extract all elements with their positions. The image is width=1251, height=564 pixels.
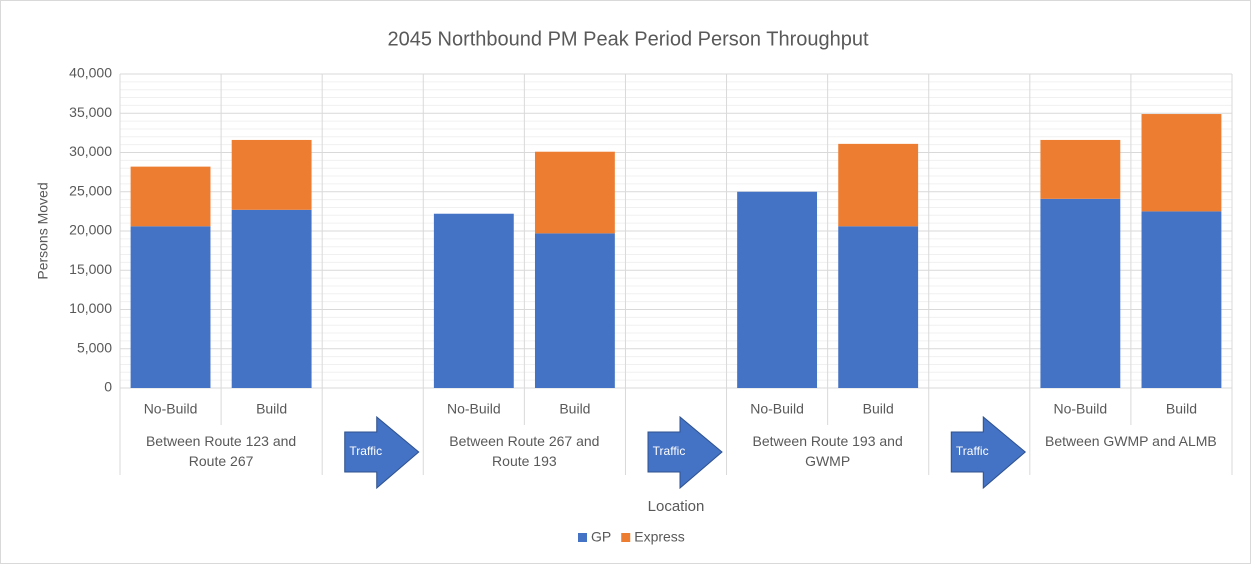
- legend-label: Express: [634, 529, 685, 545]
- y-tick-label: 10,000: [69, 300, 112, 316]
- x-axis-title: Location: [648, 498, 705, 515]
- bar-segment: [838, 143, 919, 227]
- bar-segment: [231, 139, 312, 210]
- bar-segment: [737, 191, 818, 388]
- bar-segment: [433, 213, 514, 388]
- legend-swatch: [621, 533, 631, 542]
- traffic-arrow-label: Traffic: [653, 444, 686, 458]
- bar-segment: [130, 226, 211, 388]
- bar-segment: [130, 166, 211, 227]
- label-line: Between GWMP and ALMB: [1045, 433, 1217, 449]
- y-tick-label: 30,000: [69, 143, 112, 159]
- bar-segment: [838, 226, 919, 388]
- bar-segment: [1141, 114, 1222, 212]
- y-axis-title: Persons Moved: [35, 182, 51, 279]
- x-tick-label: No-Build: [1054, 401, 1108, 417]
- x-tick-label: Build: [559, 401, 590, 417]
- x-tick-label: No-Build: [144, 401, 198, 417]
- bar-segment: [1040, 139, 1121, 199]
- group-label: Between GWMP and ALMB: [1045, 433, 1217, 449]
- y-tick-label: 35,000: [69, 104, 112, 120]
- bar-segment: [534, 233, 615, 388]
- traffic-arrow: [344, 415, 420, 490]
- x-tick-label: Build: [863, 401, 894, 417]
- legend-label: GP: [591, 529, 611, 545]
- label-line: Between Route 267 and: [449, 433, 599, 449]
- x-tick-label: Build: [1166, 401, 1197, 417]
- bar-segment: [231, 209, 312, 388]
- group-label: Between Route 267 and Route 193: [449, 433, 599, 469]
- traffic-arrow-label: Traffic: [349, 444, 382, 458]
- legend-swatch: [578, 533, 587, 542]
- group-label: Between Route 193 and GWMP: [753, 433, 903, 469]
- bar-segment: [534, 151, 615, 234]
- label-line: Between Route 193 and: [753, 433, 903, 449]
- label-line: Route 193: [492, 453, 557, 469]
- bar-segment: [1040, 198, 1121, 388]
- y-tick-label: 0: [104, 379, 112, 395]
- y-tick-label: 20,000: [69, 222, 112, 238]
- traffic-arrow: [950, 415, 1027, 490]
- bar-segment: [1141, 211, 1222, 388]
- traffic-arrow-label: Traffic: [956, 444, 989, 458]
- y-tick-label: 25,000: [69, 182, 112, 198]
- y-tick-label: 15,000: [69, 261, 112, 277]
- y-tick-label: 40,000: [69, 65, 112, 81]
- x-tick-label: No-Build: [750, 401, 804, 417]
- group-label: Between Route 123 and Route 267: [146, 433, 296, 469]
- label-line: GWMP: [805, 453, 850, 469]
- x-tick-label: No-Build: [447, 401, 501, 417]
- x-tick-label: Build: [256, 401, 287, 417]
- chart-title: 2045 Northbound PM Peak Period Person Th…: [387, 28, 868, 50]
- label-line: Route 267: [189, 453, 254, 469]
- y-tick-label: 5,000: [77, 339, 112, 355]
- traffic-arrow: [647, 415, 723, 490]
- label-line: Between Route 123 and: [146, 433, 296, 449]
